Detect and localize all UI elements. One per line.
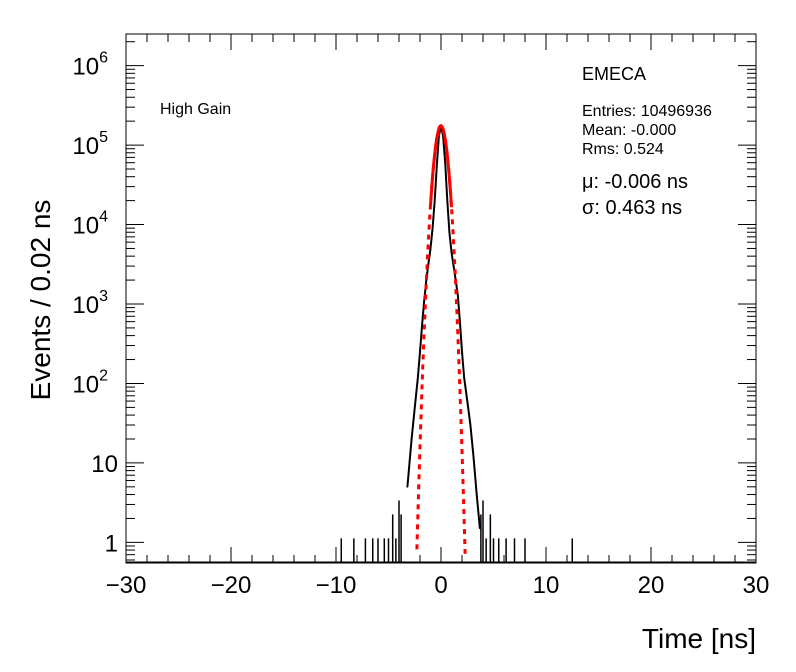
y-tick-label: 1 bbox=[105, 530, 118, 557]
mean-label: Mean: -0.000 bbox=[582, 122, 676, 139]
x-tick-label: 0 bbox=[434, 572, 447, 599]
y-tick-label: 105 bbox=[72, 129, 108, 160]
x-tick-label: −20 bbox=[211, 572, 252, 599]
entries-label: Entries: 10496936 bbox=[582, 103, 712, 120]
x-tick-label: 20 bbox=[638, 572, 665, 599]
x-axis-label: Time [ns] bbox=[642, 623, 756, 654]
detector-label: EMECA bbox=[582, 64, 646, 84]
histogram-point bbox=[448, 231, 451, 234]
histogram-point bbox=[431, 227, 434, 229]
mu-label: μ: -0.006 ns bbox=[582, 171, 688, 193]
x-tick-label: −10 bbox=[316, 572, 357, 599]
histogram-point bbox=[457, 294, 459, 296]
x-axis: −30 −20 −10 0 10 20 30 bbox=[106, 34, 770, 599]
histogram-point bbox=[444, 161, 447, 164]
x-tick-label: 30 bbox=[743, 572, 770, 599]
histogram-point bbox=[459, 320, 461, 323]
histogram-point bbox=[421, 323, 423, 326]
histogram-point bbox=[450, 251, 453, 253]
histogram-point bbox=[463, 376, 465, 378]
histogram-point bbox=[466, 400, 469, 402]
histogram-point bbox=[446, 199, 449, 202]
gain-label: High Gain bbox=[160, 101, 231, 118]
histogram-point bbox=[452, 265, 455, 267]
histogram-point bbox=[475, 493, 478, 496]
histogram-point bbox=[429, 247, 432, 250]
histogram-point bbox=[419, 351, 421, 353]
y-axis-label: Events / 0.02 ns bbox=[25, 200, 56, 401]
x-tick-label: 10 bbox=[533, 572, 560, 599]
rms-label: Rms: 0.524 bbox=[582, 141, 664, 158]
y-tick-label: 104 bbox=[72, 209, 108, 240]
histogram-point bbox=[425, 279, 428, 281]
histogram-point bbox=[417, 376, 419, 378]
gaussian-fit-dashed bbox=[415, 124, 467, 554]
gaussian-fit-solid bbox=[429, 124, 453, 208]
x-tick-label: −30 bbox=[106, 572, 147, 599]
y-tick-label: 102 bbox=[72, 367, 108, 398]
histogram-point bbox=[461, 351, 463, 353]
y-tick-label: 103 bbox=[72, 288, 108, 319]
histogram-point bbox=[469, 424, 472, 426]
y-axis: 1 10 102 103 104 105 106 bbox=[72, 41, 756, 561]
histogram-point bbox=[433, 199, 436, 202]
histogram-point bbox=[427, 263, 430, 265]
histogram-point bbox=[472, 455, 475, 458]
histogram-point bbox=[413, 406, 416, 409]
y-tick-label: 106 bbox=[72, 50, 108, 81]
histogram-point bbox=[423, 299, 426, 302]
sigma-label: σ: 0.463 ns bbox=[582, 197, 682, 219]
histogram-point bbox=[410, 438, 413, 440]
y-tick-label: 10 bbox=[91, 451, 118, 478]
histogram-point bbox=[436, 164, 438, 167]
histogram-point bbox=[406, 486, 409, 488]
